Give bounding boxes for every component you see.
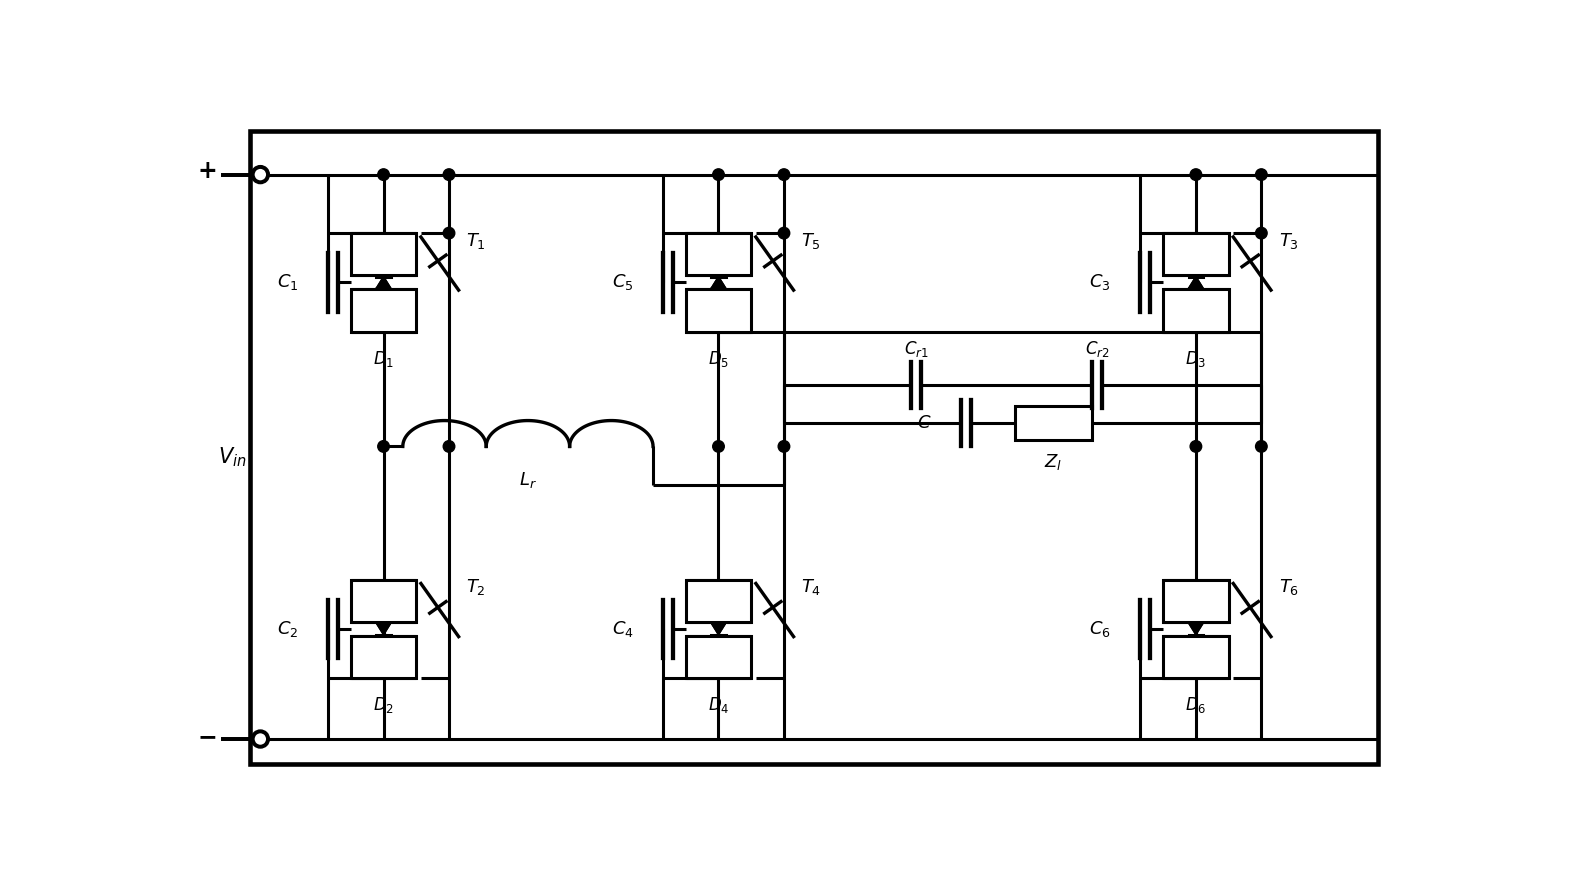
Text: +: + bbox=[197, 159, 218, 183]
Circle shape bbox=[1190, 169, 1201, 180]
Circle shape bbox=[779, 227, 790, 239]
FancyBboxPatch shape bbox=[686, 233, 752, 276]
FancyBboxPatch shape bbox=[1163, 233, 1228, 276]
Text: $V_{in}$: $V_{in}$ bbox=[218, 446, 246, 469]
Text: $C_5$: $C_5$ bbox=[612, 272, 634, 293]
FancyBboxPatch shape bbox=[1163, 636, 1228, 678]
Circle shape bbox=[253, 731, 269, 747]
FancyBboxPatch shape bbox=[686, 289, 752, 332]
FancyBboxPatch shape bbox=[351, 233, 416, 276]
Text: $C_{r2}$: $C_{r2}$ bbox=[1085, 339, 1109, 359]
Text: −: − bbox=[197, 725, 218, 749]
Text: $C$: $C$ bbox=[917, 415, 931, 432]
Text: $D_2$: $D_2$ bbox=[373, 695, 394, 715]
Text: $D_3$: $D_3$ bbox=[1185, 348, 1206, 369]
Text: $T_1$: $T_1$ bbox=[466, 231, 486, 251]
Text: $D_5$: $D_5$ bbox=[709, 348, 729, 369]
Text: $C_6$: $C_6$ bbox=[1088, 619, 1111, 639]
FancyBboxPatch shape bbox=[686, 580, 752, 622]
FancyBboxPatch shape bbox=[686, 636, 752, 678]
Text: $D_6$: $D_6$ bbox=[1185, 695, 1206, 715]
Text: $T_6$: $T_6$ bbox=[1279, 577, 1298, 598]
FancyBboxPatch shape bbox=[351, 580, 416, 622]
FancyBboxPatch shape bbox=[1163, 580, 1228, 622]
FancyBboxPatch shape bbox=[1163, 289, 1228, 332]
FancyBboxPatch shape bbox=[351, 636, 416, 678]
Polygon shape bbox=[377, 277, 391, 288]
Text: $D_4$: $D_4$ bbox=[707, 695, 729, 715]
Circle shape bbox=[253, 167, 269, 182]
Circle shape bbox=[713, 440, 725, 453]
Circle shape bbox=[443, 440, 454, 453]
Circle shape bbox=[378, 169, 389, 180]
FancyBboxPatch shape bbox=[1015, 407, 1092, 440]
Circle shape bbox=[1190, 440, 1201, 453]
Polygon shape bbox=[1189, 623, 1203, 635]
Polygon shape bbox=[712, 277, 726, 288]
Text: $C_3$: $C_3$ bbox=[1090, 272, 1111, 293]
Text: $T_5$: $T_5$ bbox=[801, 231, 822, 251]
Circle shape bbox=[1255, 440, 1266, 453]
Circle shape bbox=[779, 440, 790, 453]
Text: $Z_l$: $Z_l$ bbox=[1044, 452, 1063, 472]
Text: $C_2$: $C_2$ bbox=[276, 619, 299, 639]
Circle shape bbox=[713, 169, 725, 180]
Circle shape bbox=[1255, 227, 1266, 239]
Polygon shape bbox=[377, 623, 391, 635]
Polygon shape bbox=[1189, 277, 1203, 288]
Text: $C_4$: $C_4$ bbox=[612, 619, 634, 639]
Text: $T_2$: $T_2$ bbox=[466, 577, 486, 598]
Circle shape bbox=[779, 169, 790, 180]
Text: $L_r$: $L_r$ bbox=[520, 469, 537, 490]
Circle shape bbox=[443, 227, 454, 239]
Circle shape bbox=[1255, 169, 1266, 180]
Circle shape bbox=[378, 440, 389, 453]
Text: $T_4$: $T_4$ bbox=[801, 577, 822, 598]
FancyBboxPatch shape bbox=[251, 131, 1378, 764]
Text: $C_{r1}$: $C_{r1}$ bbox=[904, 339, 928, 359]
Circle shape bbox=[443, 169, 454, 180]
FancyBboxPatch shape bbox=[351, 289, 416, 332]
Text: $D_1$: $D_1$ bbox=[373, 348, 394, 369]
Text: $T_3$: $T_3$ bbox=[1279, 231, 1298, 251]
Text: $C_1$: $C_1$ bbox=[276, 272, 299, 293]
Polygon shape bbox=[712, 623, 726, 635]
